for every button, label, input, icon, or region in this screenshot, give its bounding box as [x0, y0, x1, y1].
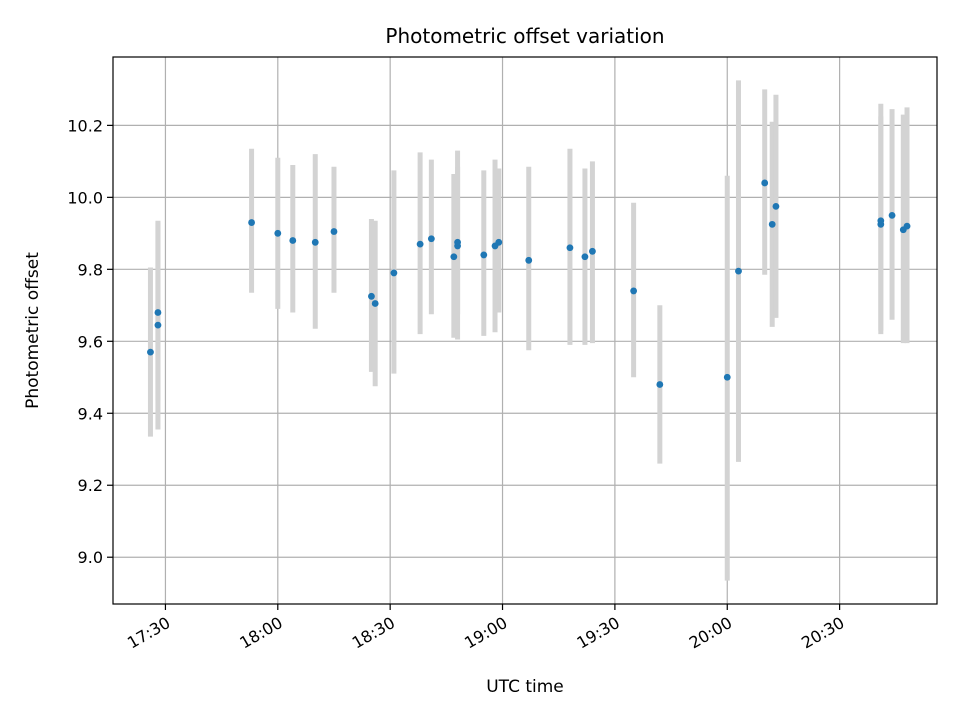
- data-point: [735, 267, 742, 275]
- data-point: [274, 229, 282, 237]
- plot-frame: [112, 56, 938, 605]
- x-tick-label: 19:30: [573, 613, 622, 653]
- y-tick-label: 9.8: [78, 260, 103, 279]
- data-point: [330, 228, 338, 235]
- data-point: [581, 253, 589, 261]
- data-point: [154, 309, 162, 316]
- data-point: [903, 222, 911, 230]
- y-tick-label: 9.4: [78, 404, 103, 423]
- x-tick-label: 18:30: [349, 613, 398, 653]
- data-point: [888, 211, 896, 219]
- data-point: [427, 235, 435, 243]
- y-tick-label: 9.6: [78, 332, 103, 351]
- chart-title: Photometric offset variation: [385, 24, 664, 48]
- data-point: [566, 244, 574, 252]
- data-point: [248, 219, 255, 226]
- x-tick-label: 18:00: [236, 613, 285, 653]
- data-point: [630, 287, 638, 295]
- data-point: [656, 381, 664, 388]
- data-point: [877, 217, 885, 225]
- x-tick-label: 17:30: [124, 613, 173, 653]
- data-point: [147, 348, 154, 356]
- data-point: [589, 247, 596, 255]
- x-tick-label: 20:00: [686, 613, 735, 653]
- y-tick-label: 10.2: [67, 116, 103, 135]
- data-point: [772, 202, 780, 210]
- y-tick-label: 10.0: [67, 188, 103, 207]
- data-point: [368, 292, 375, 300]
- data-point: [416, 240, 424, 248]
- data-point: [480, 251, 488, 259]
- x-tick-label: 19:00: [461, 613, 510, 653]
- data-point: [289, 237, 297, 244]
- data-points: [147, 179, 911, 388]
- y-tick-label: 9.2: [78, 476, 103, 495]
- data-point: [454, 238, 461, 246]
- grid: [113, 57, 937, 604]
- data-point: [761, 179, 769, 187]
- data-point: [450, 253, 458, 261]
- x-axis-label: UTC time: [486, 677, 564, 697]
- data-point: [390, 269, 398, 277]
- data-point: [495, 238, 503, 246]
- data-point: [768, 220, 776, 228]
- data-point: [311, 238, 319, 246]
- data-point: [154, 321, 162, 329]
- data-point: [723, 373, 731, 381]
- error-bars: [147, 80, 910, 581]
- x-tick-label: 20:30: [798, 613, 847, 653]
- y-axis-label: Photometric offset: [23, 252, 43, 409]
- data-point: [525, 256, 533, 264]
- y-tick-label: 9.0: [78, 548, 103, 567]
- data-point: [371, 300, 379, 307]
